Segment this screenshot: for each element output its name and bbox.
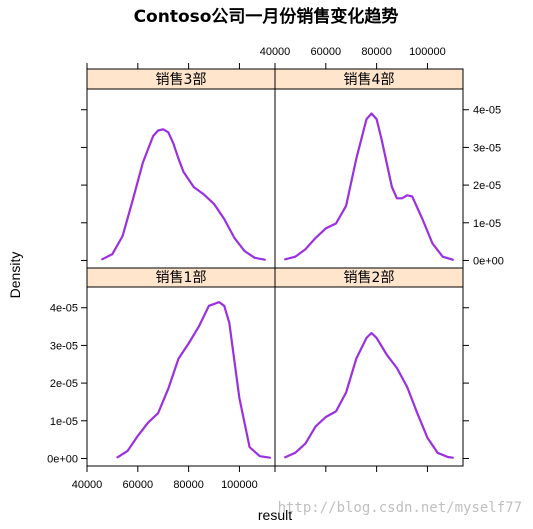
y-tick-label: 2e-05: [473, 180, 501, 192]
y-tick-label: 1e-05: [473, 218, 501, 230]
density-curve-bottom-right: [284, 331, 454, 459]
watermark-text: http://blog.csdn.net/myself77: [278, 500, 522, 516]
panel-frame-top-left: [86, 88, 276, 269]
panel-frame-bottom-right: [274, 286, 464, 467]
y-tick-label: 3e-05: [473, 142, 501, 154]
strip-label: 销售1部: [156, 270, 207, 286]
density-curve-top-right: [284, 112, 454, 261]
x-tick-label: 80000: [173, 479, 204, 491]
y-tick-label: 3e-05: [50, 340, 78, 352]
x-axis-label: result: [258, 507, 292, 523]
y-tick-label: 4e-05: [473, 105, 501, 117]
x-tick-label: 80000: [361, 46, 392, 58]
chart-title: Contoso公司一月份销售变化趋势: [134, 6, 399, 27]
y-tick-label: 0e+00: [473, 255, 504, 267]
y-tick-label: 4e-05: [50, 303, 78, 315]
x-tick-label: 40000: [72, 479, 103, 491]
y-tick-label: 2e-05: [50, 378, 78, 390]
panel-frame-bottom-left: [86, 286, 276, 467]
strip-label: 销售3部: [156, 72, 207, 88]
strip-label: 销售4部: [344, 72, 395, 88]
x-tick-label: 60000: [123, 479, 154, 491]
y-tick-label: 0e+00: [47, 453, 78, 465]
density-curve-top-left: [101, 128, 266, 261]
axes-group: 40000 40000 60000 60000 80000 80000 100000 1000…: [47, 46, 504, 491]
x-tick-label: 40000: [260, 46, 291, 58]
x-tick-label: 100000: [409, 46, 446, 58]
density-curve-bottom-left: [116, 301, 271, 459]
x-tick-label: 60000: [311, 46, 342, 58]
y-tick-label: 1e-05: [50, 416, 78, 428]
x-tick-label: 100000: [221, 479, 258, 491]
y-axis-label: Density: [7, 252, 23, 299]
strip-label: 销售2部: [344, 270, 395, 286]
